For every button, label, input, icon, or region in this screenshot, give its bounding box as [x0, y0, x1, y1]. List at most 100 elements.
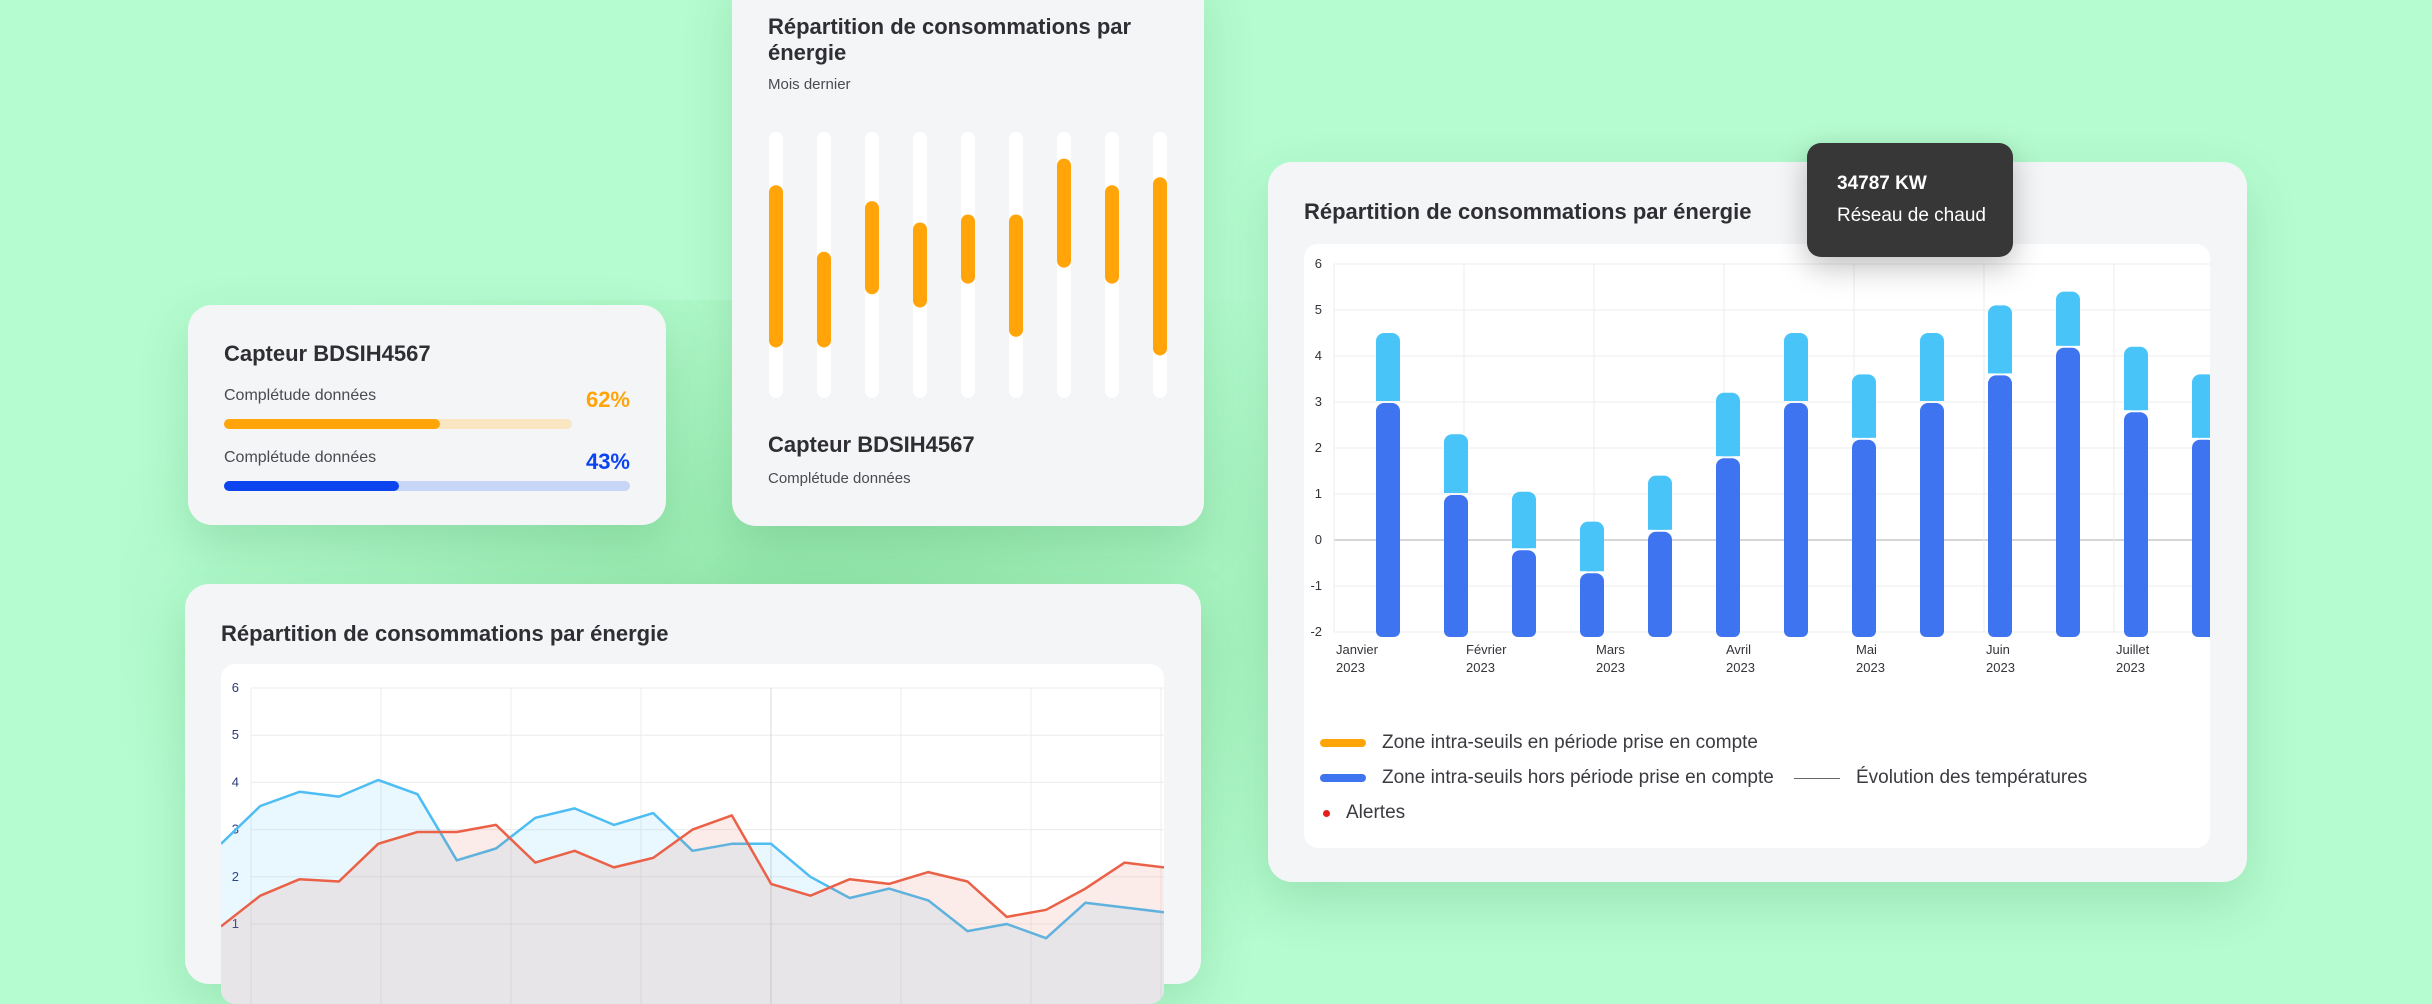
bar-top-fill	[1920, 390, 1944, 401]
y-tick-label: 5	[1315, 302, 1322, 317]
bar-bottom-cap	[1444, 625, 1468, 637]
y-tick-label: 3	[1315, 394, 1322, 409]
bar-bottom-cap	[2124, 625, 2148, 637]
y-tick-label: 2	[232, 869, 239, 884]
bar-bottom-cap	[1988, 625, 2012, 637]
y-tick-label: 5	[232, 727, 239, 742]
bar-top-fill	[1376, 390, 1400, 401]
bar-bottom-cap	[1648, 625, 1672, 637]
bar-bottom-segment	[1376, 403, 1400, 637]
x-tick-year: 2023	[1596, 660, 1625, 675]
bar-top-segment	[1988, 305, 2012, 374]
sensor-card-title: Capteur BDSIH4567	[224, 341, 431, 366]
bar-top-fill	[1988, 362, 2012, 374]
range-card-subtitle: Mois dernier	[768, 76, 851, 93]
bar-bottom-cap	[1784, 625, 1808, 637]
bar-bottom-cap	[1852, 625, 1876, 637]
bar-top-fill	[1784, 390, 1808, 401]
y-tick-label: 4	[1315, 348, 1322, 363]
bar-top-segment	[2124, 346, 2148, 411]
bar-top-segment	[2192, 374, 2210, 438]
x-tick-month: Janvier	[1336, 642, 1379, 657]
completeness-bar-2	[224, 481, 630, 491]
range-bar	[1105, 185, 1119, 284]
y-tick-label: 1	[232, 916, 239, 931]
legend-item-2: Zone intra-seuils hors période prise en …	[1320, 767, 1774, 789]
sensor-card: Capteur BDSIH4567 Complétude données 62%…	[188, 305, 666, 525]
bar-top-segment	[1716, 392, 1740, 457]
legend-swatch-line	[1794, 777, 1840, 779]
bar-bottom-segment	[1444, 495, 1468, 637]
x-tick-year: 2023	[2116, 660, 2145, 675]
bar-top-fill	[1716, 445, 1740, 457]
x-tick-month: Mai	[1856, 642, 1877, 657]
bar-bottom-cap	[2056, 625, 2080, 637]
range-bar	[817, 251, 831, 348]
range-bar	[769, 185, 783, 348]
legend-label-1: Zone intra-seuils en période prise en co…	[1382, 732, 1758, 753]
completeness-label-1: Complétude données	[224, 387, 377, 404]
series-line	[221, 778, 1164, 940]
completeness-label-2: Complétude données	[224, 449, 377, 466]
range-card-footer-sub: Complétude données	[768, 470, 911, 487]
bar-bottom-segment	[2124, 412, 2148, 637]
legend-swatch-blue	[1320, 774, 1366, 782]
bar-card-title: Répartition de consommations par énergie	[1304, 199, 1752, 224]
bar-top-segment	[1512, 491, 1536, 549]
y-tick-label: -2	[1310, 624, 1322, 639]
bar-top-fill	[1580, 560, 1604, 572]
bar-top-segment	[1648, 475, 1672, 530]
bar-top-segment	[1852, 374, 1876, 438]
tooltip-value: 34787 KW	[1837, 173, 1927, 194]
bar-bottom-segment	[1580, 573, 1604, 637]
bar-bottom-cap	[1512, 625, 1536, 637]
x-tick-month: Juin	[1986, 642, 2010, 657]
line-card-title: Répartition de consommations par énergie	[221, 621, 669, 646]
bar-bottom-cap	[1376, 625, 1400, 637]
completeness-bar-2-fill	[224, 481, 399, 491]
bar-top-fill	[2192, 426, 2210, 438]
bar-chart-area: 6 5 4 3 2 1 0 -1 -2 Janvier 2023 Février 2023 Mars 202…	[1304, 244, 2210, 848]
range-bar	[865, 201, 879, 295]
bar-bottom-segment	[1716, 458, 1740, 637]
y-tick-label: -1	[1310, 578, 1322, 593]
y-tick-label: 0	[1315, 532, 1322, 547]
bar-top-segment	[2056, 291, 2080, 346]
completeness-value-2: 43%	[585, 449, 630, 474]
x-tick-year: 2023	[1336, 660, 1365, 675]
bar-top-segment	[1920, 333, 1944, 401]
chart-tooltip: 34787 KW Réseau de chaud	[1807, 143, 2013, 257]
tooltip-label: Réseau de chaud	[1837, 205, 1986, 226]
bar-bottom-cap	[1920, 625, 1944, 637]
bar-bottom-cap	[1580, 625, 1604, 637]
x-tick-month: Février	[1466, 642, 1507, 657]
range-chart	[769, 132, 1167, 398]
bar-bottom-segment	[2192, 439, 2210, 637]
x-tick-year: 2023	[1726, 660, 1755, 675]
legend-item-1: Zone intra-seuils en période prise en co…	[1320, 732, 1758, 754]
x-tick-month: Mars	[1596, 642, 1625, 657]
bar-bottom-segment	[1512, 550, 1536, 637]
bar-top-fill	[1852, 426, 1876, 438]
range-bar	[1153, 177, 1167, 356]
bar-bottom-segment	[1648, 531, 1672, 637]
range-bar	[1057, 158, 1071, 268]
range-bar	[961, 214, 975, 284]
x-tick-month: Avril	[1726, 642, 1751, 657]
legend-swatch-dot	[1323, 809, 1330, 817]
bar-chart: 6 5 4 3 2 1 0 -1 -2 Janvier 2023 Février 2023 Mars 202…	[1310, 256, 2210, 675]
bar-bottom-segment	[1920, 403, 1944, 637]
bar-top-segment	[1376, 333, 1400, 401]
bar-bottom-cap	[1716, 625, 1740, 637]
x-tick-year: 2023	[1466, 660, 1495, 675]
legend-label-2: Zone intra-seuils hors période prise en …	[1382, 767, 1774, 788]
line-card: Répartition de consommations par énergie…	[185, 584, 1201, 1004]
y-tick-label: 6	[232, 680, 239, 695]
completeness-bar-1-fill	[224, 419, 440, 429]
bar-top-fill	[1444, 482, 1468, 493]
bar-bottom-segment	[1852, 439, 1876, 637]
series-line	[221, 814, 1164, 928]
y-tick-label: 4	[232, 774, 239, 789]
